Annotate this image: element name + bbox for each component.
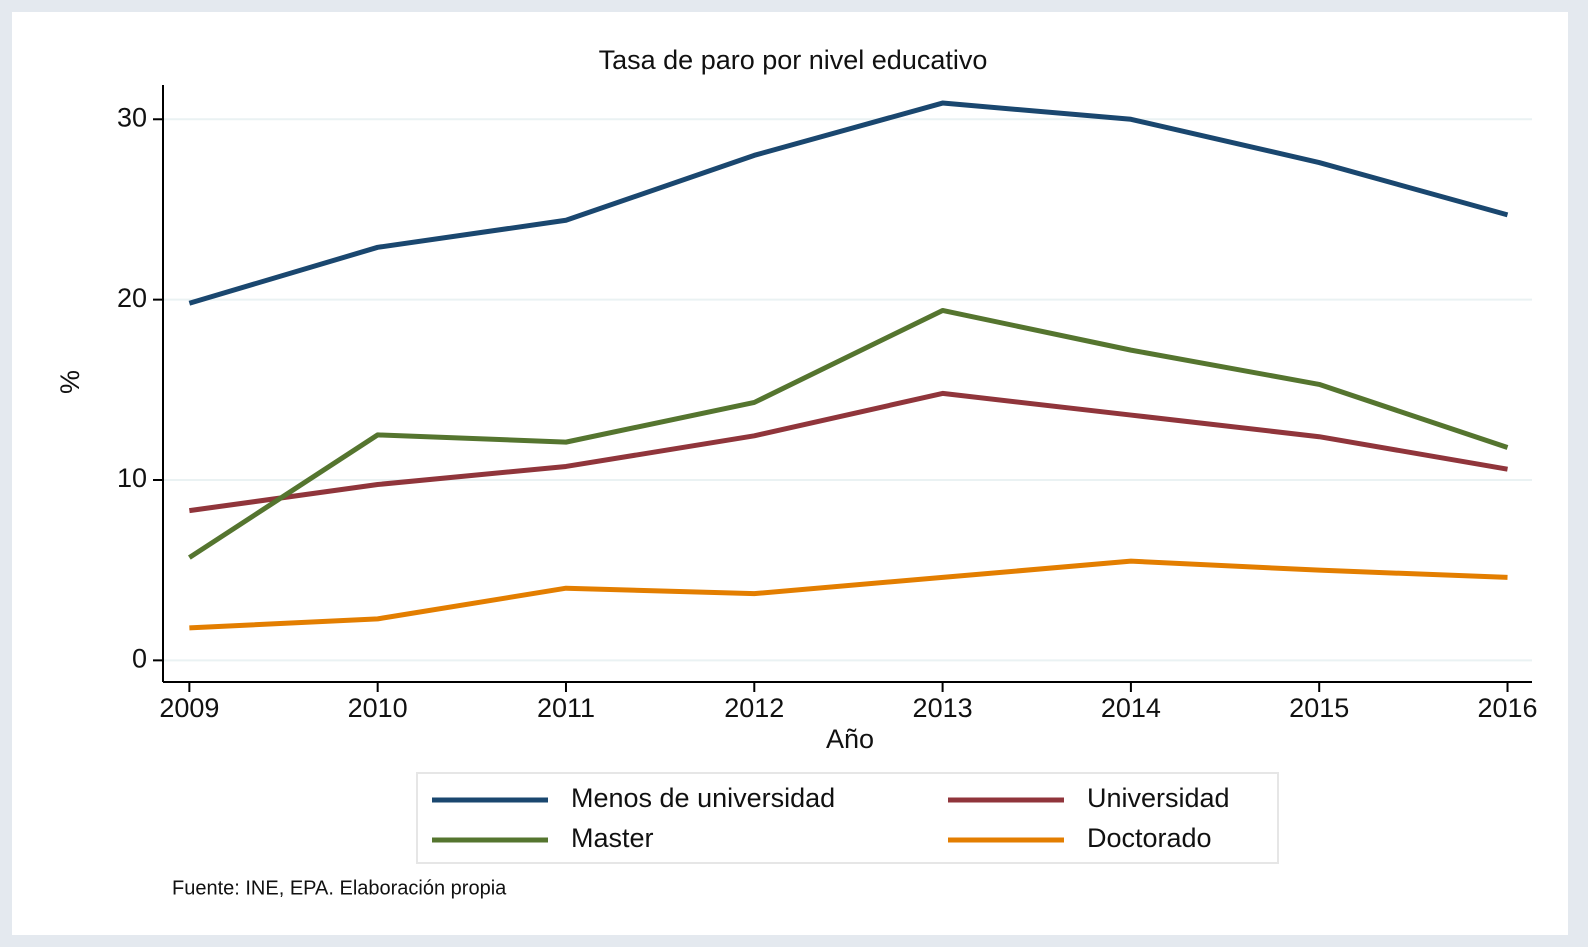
x-tick-label: 2015	[1289, 693, 1349, 723]
note: Fuente: INE, EPA. Elaboración propia	[172, 877, 507, 899]
x-axis-label: Año	[826, 724, 874, 754]
y-tick-label: 0	[132, 643, 147, 673]
x-tick-label: 2014	[1101, 693, 1161, 723]
x-tick-label: 2010	[348, 693, 408, 723]
series-line	[187, 307, 1509, 560]
series-line	[189, 558, 1508, 631]
legend-box	[416, 772, 1279, 864]
legend-label: Universidad	[1087, 783, 1230, 813]
x-tick-label: 2009	[159, 693, 219, 723]
legend-label: Master	[571, 823, 654, 853]
y-tick-label: 30	[117, 102, 147, 132]
x-tick-label: 2016	[1477, 693, 1537, 723]
legend-label: Menos de universidad	[571, 783, 835, 813]
chart-title: Tasa de paro por nivel educativo	[599, 45, 988, 75]
y-tick-label: 20	[117, 283, 147, 313]
x-tick-label: 2013	[913, 693, 973, 723]
legend-label: Doctorado	[1087, 823, 1212, 853]
x-tick-label: 2012	[724, 693, 784, 723]
y-axis-label: %	[55, 370, 85, 394]
x-tick-label: 2011	[537, 693, 595, 723]
y-tick-label: 10	[117, 463, 147, 493]
series-line	[189, 390, 1508, 514]
series-line	[188, 100, 1509, 306]
